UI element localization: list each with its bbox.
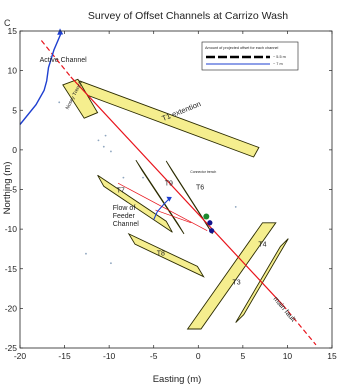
fault-strand — [155, 209, 192, 224]
trench-label-t6: T6 — [196, 185, 204, 192]
feeder-point — [203, 213, 210, 220]
panel-label: C — [4, 18, 11, 28]
trench-t7 — [97, 174, 173, 233]
y-axis-label: Northing (m) — [2, 162, 13, 215]
x-axis-label: Easting (m) — [153, 374, 202, 385]
main-fault-line — [70, 76, 284, 306]
trench-label-t7: T7 — [117, 188, 125, 195]
x-tick-label: 0 — [196, 351, 201, 361]
survey-point — [234, 206, 237, 208]
y-tick-label: -20 — [5, 303, 18, 313]
trench-t4 — [235, 238, 289, 323]
y-tick-label: -10 — [5, 224, 18, 234]
chart-title: Survey of Offset Channels at Carrizo Was… — [88, 10, 288, 22]
trench-label-t3: T3 — [233, 280, 241, 287]
y-tick-label: 0 — [12, 145, 17, 155]
feeder-channel-label-line3: Channel — [113, 221, 140, 228]
legend-box: Amount of projected offset for each chan… — [201, 41, 299, 71]
trench-t8 — [127, 232, 205, 278]
trench-label-t4: T4 — [258, 242, 266, 249]
legend-entry-label: ~ 5.5 m — [273, 55, 286, 59]
y-tick-label: 5 — [12, 105, 17, 115]
feeder-channel-arrowhead — [166, 196, 172, 202]
trench-t3 — [186, 222, 277, 330]
feeder-channel-line — [153, 198, 170, 220]
trench-label-t8: T8 — [157, 250, 165, 257]
trench-label-t9: T9 — [165, 181, 173, 188]
x-tick-label: 15 — [327, 351, 337, 361]
y-tick-label: -25 — [5, 343, 18, 353]
trench-nosey-trench — [62, 78, 99, 119]
survey-point — [142, 176, 144, 179]
main-fault-extension — [282, 304, 317, 346]
survey-point — [110, 262, 112, 265]
survey-point — [102, 145, 105, 148]
y-tick-label: -15 — [5, 264, 18, 274]
feeder-channel-label-line2: Feeder — [113, 213, 136, 220]
active-channel-line — [19, 33, 62, 125]
feeder-channel-label-line1: Flow of — [113, 205, 136, 212]
survey-point — [97, 139, 100, 142]
survey-point — [58, 101, 61, 104]
survey-point — [85, 252, 87, 255]
trench-t6 — [165, 160, 213, 235]
legend-entry-label: ~ 7 m — [273, 62, 283, 66]
fault-strand — [117, 182, 208, 232]
connector-trench-label: Connector trench — [190, 170, 216, 174]
survey-point — [104, 134, 107, 137]
trench-t9 — [135, 159, 185, 235]
feeder-point — [207, 220, 213, 226]
x-tick-label: -15 — [58, 351, 71, 361]
active-channel-label: Active Channel — [40, 57, 88, 64]
x-tick-label: 10 — [283, 351, 293, 361]
y-tick-label: 15 — [8, 26, 18, 36]
survey-point — [110, 150, 112, 153]
legend-title: Amount of projected offset for each chan… — [205, 46, 279, 50]
main-fault-label: main fault — [272, 296, 297, 324]
x-tick-label: 5 — [240, 351, 245, 361]
x-tick-label: -5 — [150, 351, 158, 361]
feeder-point — [209, 228, 215, 234]
y-tick-label: 10 — [8, 66, 18, 76]
y-tick-label: -5 — [9, 185, 17, 195]
x-tick-label: -20 — [14, 351, 27, 361]
x-tick-label: -10 — [103, 351, 116, 361]
survey-point — [122, 176, 125, 179]
active-channel-arrowhead — [57, 28, 64, 35]
